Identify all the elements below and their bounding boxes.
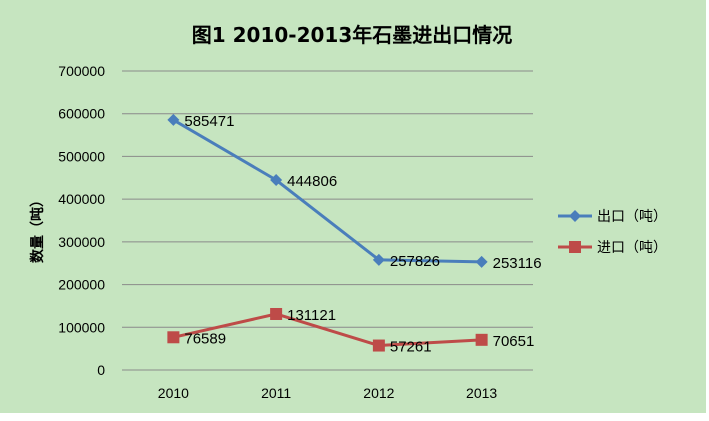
y-tick-label: 0 [97, 362, 105, 378]
legend-item: 出口（吨） [558, 209, 667, 225]
y-tick-label: 300000 [58, 234, 105, 250]
data-label: 444806 [287, 173, 337, 190]
legend-label: 进口（吨） [597, 240, 667, 256]
data-label: 131121 [287, 307, 336, 324]
data-point-marker [372, 339, 385, 352]
data-point-marker [475, 333, 488, 346]
y-tick-label: 600000 [58, 106, 105, 122]
data-label: 585471 [184, 113, 234, 130]
y-tick-label: 100000 [58, 319, 105, 335]
data-point-marker [270, 307, 283, 320]
x-tick-label: 2010 [158, 385, 189, 401]
legend-item: 进口（吨） [558, 240, 667, 256]
y-axis-label: 数量（吨） [29, 193, 46, 263]
data-point-marker [167, 113, 180, 126]
data-point-marker [167, 331, 180, 344]
legend-marker [569, 210, 581, 222]
x-tick-label: 2012 [363, 385, 394, 401]
chart-title: 图1 2010-2013年石墨进出口情况 [192, 23, 513, 47]
data-label: 70651 [493, 333, 535, 350]
series-1: 585471 444806 257826 253116 [167, 113, 542, 272]
data-label: 253116 [493, 255, 542, 272]
x-tick-label: 2011 [261, 385, 291, 401]
chart-background [0, 0, 706, 413]
legend-marker [569, 241, 581, 253]
series-2: 76589 131121 57261 70651 [167, 307, 534, 356]
x-tick-label: 2013 [466, 385, 497, 401]
data-point-marker [270, 174, 283, 187]
y-tick-label: 400000 [58, 191, 105, 207]
x-axis-ticks: 2010 2011 2012 2013 [158, 385, 498, 401]
series-line [173, 312, 482, 348]
y-axis-ticks: 0 100000 200000 300000 400000 500000 600000 700… [58, 63, 105, 378]
data-label: 57261 [390, 339, 432, 356]
y-tick-label: 700000 [58, 63, 105, 79]
data-point-marker [475, 255, 488, 268]
data-label: 257826 [390, 253, 440, 270]
data-label: 76589 [184, 330, 226, 347]
series-group: 585471 444806 257826 253116 76589 131121 57261… [167, 113, 542, 356]
legend-label: 出口（吨） [597, 209, 667, 225]
data-point-marker [372, 253, 385, 266]
legend: 出口（吨） 进口（吨） [558, 209, 667, 256]
y-tick-label: 200000 [58, 277, 105, 293]
y-tick-label: 500000 [58, 148, 105, 164]
series-line [172, 118, 482, 264]
gridlines [122, 70, 533, 371]
